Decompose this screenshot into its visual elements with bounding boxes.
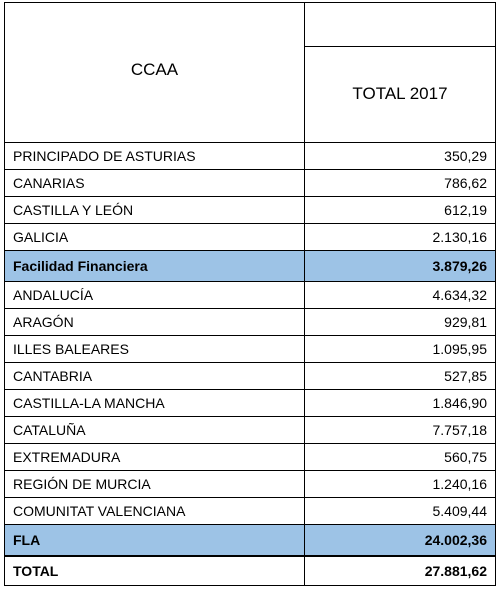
header-total: TOTAL 2017 (304, 45, 496, 144)
table-row: CANARIAS 786,62 (4, 169, 496, 197)
table-row: PRINCIPADO DE ASTURIAS 350,29 (4, 142, 496, 170)
region-cell: ARAGÓN (4, 308, 305, 336)
value-cell: 4.634,32 (304, 281, 496, 309)
table-row: REGIÓN DE MURCIA 1.240,16 (4, 470, 496, 498)
table-row: ILLES BALEARES 1.095,95 (4, 335, 496, 363)
table-row: COMUNITAT VALENCIANA 5.409,44 (4, 497, 496, 525)
table-row: CASTILLA Y LEÓN 612,19 (4, 196, 496, 224)
region-cell: GALICIA (4, 223, 305, 251)
region-cell: REGIÓN DE MURCIA (4, 470, 305, 498)
header-row: TOTAL 2017 (5, 45, 496, 144)
table-row: CATALUÑA 7.757,18 (4, 416, 496, 444)
value-cell: 1.240,16 (304, 470, 496, 498)
header-region: CCAA (4, 2, 305, 143)
value-cell: 1.095,95 (304, 335, 496, 363)
region-cell: CASTILLA-LA MANCHA (4, 389, 305, 417)
region-cell: CASTILLA Y LEÓN (4, 196, 305, 224)
table-row: Facilidad Financiera 3.879,26 (4, 250, 496, 282)
value-cell: 786,62 (304, 169, 496, 197)
region-cell: CANTABRIA (4, 362, 305, 390)
table-row: FLA 24.002,36 (4, 524, 496, 557)
value-cell: 560,75 (304, 443, 496, 471)
value-cell: 3.879,26 (304, 250, 496, 282)
table-row: ARAGÓN 929,81 (4, 308, 496, 336)
value-cell: 350,29 (304, 142, 496, 170)
value-cell: 7.757,18 (304, 416, 496, 444)
table-row: CASTILLA-LA MANCHA 1.846,90 (4, 389, 496, 417)
value-cell: 929,81 (304, 308, 496, 336)
value-cell: 527,85 (304, 362, 496, 390)
region-cell: ANDALUCÍA (4, 281, 305, 309)
header-row: CCAA (4, 2, 496, 143)
region-cell: EXTREMADURA (4, 443, 305, 471)
value-cell: 1.846,90 (304, 389, 496, 417)
value-cell: 2.130,16 (304, 223, 496, 251)
value-cell: 27.881,62 (304, 555, 496, 586)
data-table: CCAA TOTAL 2017 PRINCIPADO DE ASTURIAS 35… (4, 2, 496, 586)
table-body: CCAA TOTAL 2017 PRINCIPADO DE ASTURIAS 35… (4, 2, 496, 586)
table-row: TOTAL 27.881,62 (4, 555, 496, 586)
region-cell: CANARIAS (4, 169, 305, 197)
table-row: EXTREMADURA 560,75 (4, 443, 496, 471)
value-cell: 5.409,44 (304, 497, 496, 525)
region-cell: CATALUÑA (4, 416, 305, 444)
region-cell: FLA (4, 524, 305, 557)
region-cell: PRINCIPADO DE ASTURIAS (4, 142, 305, 170)
table-row: CANTABRIA 527,85 (4, 362, 496, 390)
value-cell: 24.002,36 (304, 524, 496, 557)
table-row: ANDALUCÍA 4.634,32 (4, 281, 496, 309)
table-row: GALICIA 2.130,16 (4, 223, 496, 251)
region-cell: TOTAL (4, 555, 305, 586)
value-cell: 612,19 (304, 196, 496, 224)
region-cell: COMUNITAT VALENCIANA (4, 497, 305, 525)
region-cell: Facilidad Financiera (4, 250, 305, 282)
region-cell: ILLES BALEARES (4, 335, 305, 363)
header-empty (304, 2, 496, 47)
